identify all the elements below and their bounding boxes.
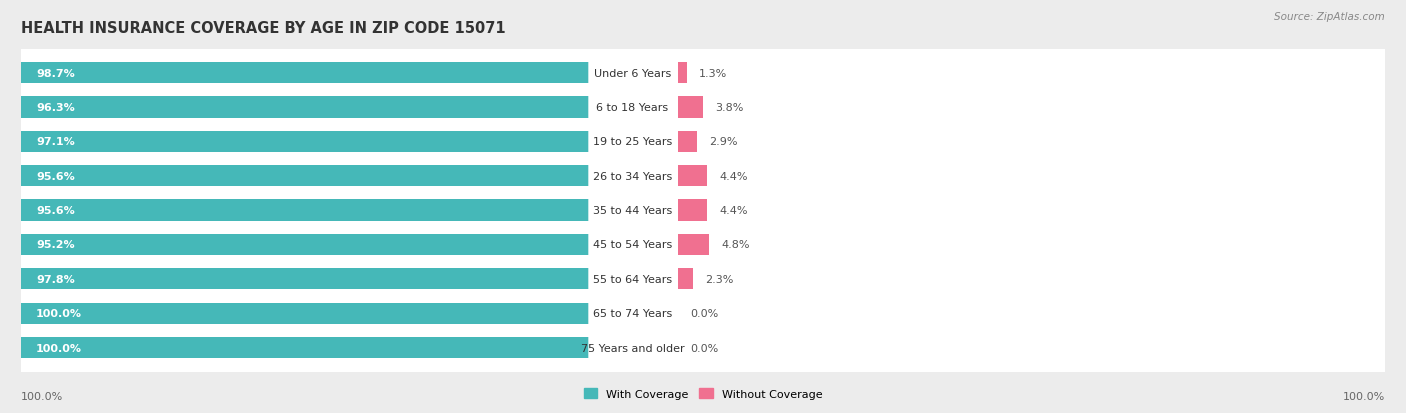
Text: 100.0%: 100.0% [37, 343, 82, 353]
Text: 95.2%: 95.2% [37, 240, 75, 250]
Text: 98.7%: 98.7% [37, 69, 75, 78]
Text: 100.0%: 100.0% [21, 391, 63, 401]
Text: 75 Years and older: 75 Years and older [581, 343, 685, 353]
Bar [678, 234, 709, 256]
Text: 26 to 34 Years: 26 to 34 Years [593, 171, 672, 181]
FancyBboxPatch shape [17, 323, 1389, 373]
FancyBboxPatch shape [17, 185, 1389, 236]
FancyBboxPatch shape [588, 298, 676, 329]
FancyBboxPatch shape [588, 161, 676, 192]
FancyBboxPatch shape [17, 151, 1389, 202]
Text: 2.3%: 2.3% [706, 274, 734, 284]
Bar [21, 131, 647, 153]
FancyBboxPatch shape [17, 254, 1389, 304]
FancyBboxPatch shape [17, 83, 1389, 133]
Text: 6 to 18 Years: 6 to 18 Years [596, 103, 668, 113]
FancyBboxPatch shape [588, 195, 676, 226]
Bar [678, 268, 693, 290]
FancyBboxPatch shape [588, 58, 676, 89]
Text: 0.0%: 0.0% [690, 343, 718, 353]
Text: 0.0%: 0.0% [690, 309, 718, 318]
FancyBboxPatch shape [17, 48, 1389, 99]
FancyBboxPatch shape [588, 263, 676, 295]
Text: 97.1%: 97.1% [37, 137, 75, 147]
Bar [21, 234, 636, 256]
Bar [21, 337, 666, 358]
Text: 95.6%: 95.6% [37, 206, 75, 216]
Bar [21, 166, 637, 187]
FancyBboxPatch shape [588, 332, 676, 363]
Legend: With Coverage, Without Coverage: With Coverage, Without Coverage [579, 384, 827, 404]
Bar [678, 166, 707, 187]
Text: 35 to 44 Years: 35 to 44 Years [593, 206, 672, 216]
Bar [678, 97, 703, 119]
Bar [678, 131, 697, 153]
Text: 95.6%: 95.6% [37, 171, 75, 181]
Text: Under 6 Years: Under 6 Years [593, 69, 671, 78]
Text: 1.3%: 1.3% [699, 69, 727, 78]
Bar [21, 97, 643, 119]
Text: 4.4%: 4.4% [718, 171, 748, 181]
Text: 4.8%: 4.8% [721, 240, 749, 250]
Text: 65 to 74 Years: 65 to 74 Years [593, 309, 672, 318]
Bar [21, 200, 637, 221]
Text: HEALTH INSURANCE COVERAGE BY AGE IN ZIP CODE 15071: HEALTH INSURANCE COVERAGE BY AGE IN ZIP … [21, 21, 506, 36]
Bar [678, 200, 707, 221]
FancyBboxPatch shape [17, 288, 1389, 339]
Bar [21, 268, 651, 290]
Text: 100.0%: 100.0% [1343, 391, 1385, 401]
Text: 45 to 54 Years: 45 to 54 Years [593, 240, 672, 250]
FancyBboxPatch shape [588, 92, 676, 123]
Text: 97.8%: 97.8% [37, 274, 75, 284]
Bar [21, 303, 666, 324]
FancyBboxPatch shape [588, 126, 676, 158]
FancyBboxPatch shape [17, 220, 1389, 270]
Bar [678, 63, 686, 84]
Text: 3.8%: 3.8% [716, 103, 744, 113]
Text: 100.0%: 100.0% [37, 309, 82, 318]
FancyBboxPatch shape [17, 117, 1389, 167]
Text: Source: ZipAtlas.com: Source: ZipAtlas.com [1274, 12, 1385, 22]
Text: 96.3%: 96.3% [37, 103, 75, 113]
Text: 19 to 25 Years: 19 to 25 Years [593, 137, 672, 147]
Text: 4.4%: 4.4% [718, 206, 748, 216]
Bar [21, 63, 658, 84]
Text: 55 to 64 Years: 55 to 64 Years [593, 274, 672, 284]
FancyBboxPatch shape [588, 229, 676, 261]
Text: 2.9%: 2.9% [709, 137, 738, 147]
